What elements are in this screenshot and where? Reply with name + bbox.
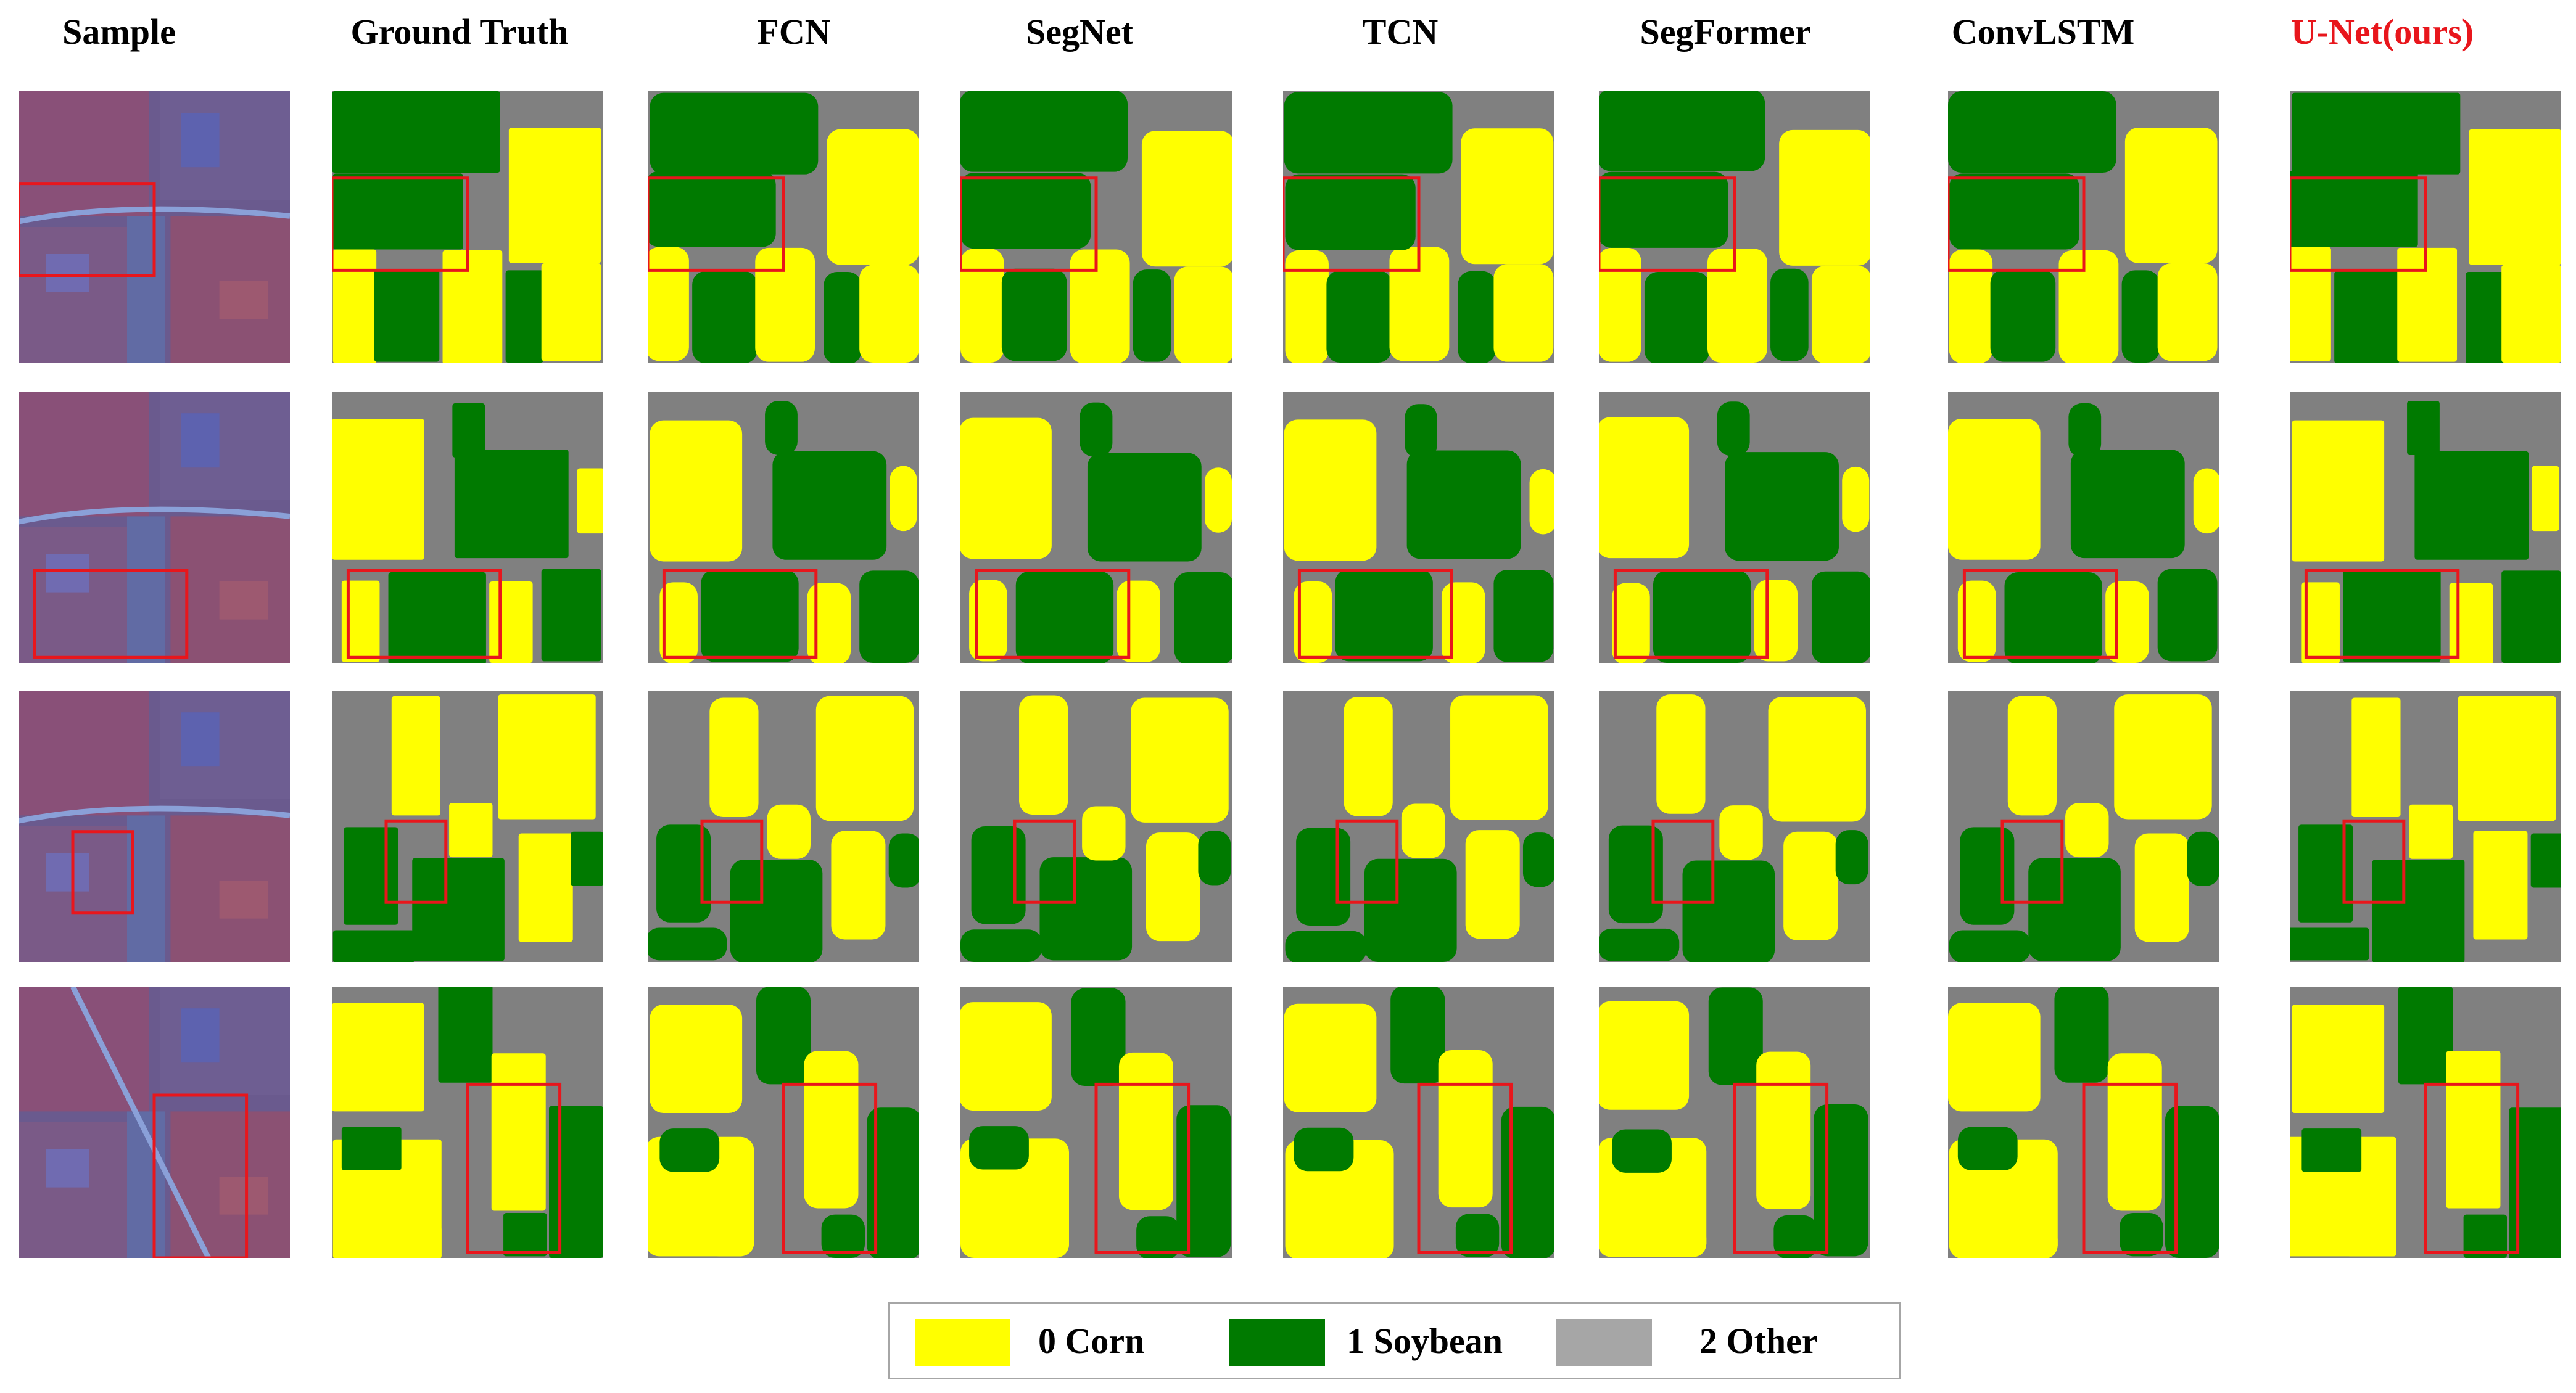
legend: 0 Corn 1 Soybean 2 Other	[888, 1302, 1901, 1379]
segmentation-map-segformer-row4	[1599, 987, 1870, 1258]
segmentation-map-segnet-row2	[960, 392, 1232, 663]
column-header-segformer: SegFormer	[1640, 12, 1811, 52]
segmentation-map-gt-row4	[332, 987, 603, 1258]
segmentation-map-unet-row1	[2290, 91, 2561, 363]
column-header-fcn: FCN	[757, 12, 831, 52]
segmentation-map-convlstm-row1	[1948, 91, 2219, 363]
segmentation-map-tcn-row2	[1283, 392, 1554, 663]
segmentation-map-fcn-row2	[648, 392, 919, 663]
segmentation-map-unet-row4	[2290, 987, 2561, 1258]
segmentation-map-fcn-row3	[648, 691, 919, 962]
segmentation-map-unet-row3	[2290, 691, 2561, 962]
segmentation-map-tcn-row3	[1283, 691, 1554, 962]
column-header-segnet: SegNet	[1026, 12, 1133, 52]
column-header-ground-truth: Ground Truth	[350, 12, 569, 52]
segmentation-map-gt-row1	[332, 91, 603, 363]
segmentation-map-tcn-row4	[1283, 987, 1554, 1258]
legend-swatch-corn	[915, 1319, 1010, 1366]
segmentation-map-segformer-row1	[1599, 91, 1870, 363]
segmentation-map-segnet-row4	[960, 987, 1232, 1258]
column-header-sample: Sample	[62, 12, 176, 52]
legend-label-corn: 0 Corn	[1038, 1321, 1145, 1361]
column-header-unet-ours: U-Net(ours)	[2290, 12, 2474, 52]
legend-label-other: 2 Other	[1699, 1321, 1818, 1361]
segmentation-map-convlstm-row3	[1948, 691, 2219, 962]
legend-label-soybean: 1 Soybean	[1347, 1321, 1503, 1361]
satellite-sample-row1	[19, 91, 290, 363]
segmentation-map-unet-row2	[2290, 392, 2561, 663]
legend-swatch-other	[1556, 1319, 1652, 1366]
segmentation-map-tcn-row1	[1283, 91, 1554, 363]
segmentation-map-segformer-row3	[1599, 691, 1870, 962]
segmentation-map-convlstm-row2	[1948, 392, 2219, 663]
segmentation-map-gt-row3	[332, 691, 603, 962]
segmentation-map-fcn-row4	[648, 987, 919, 1258]
legend-swatch-soybean	[1229, 1319, 1325, 1366]
segmentation-map-convlstm-row4	[1948, 987, 2219, 1258]
column-header-convlstm: ConvLSTM	[1951, 12, 2135, 52]
segmentation-map-segnet-row3	[960, 691, 1232, 962]
satellite-sample-row3	[19, 691, 290, 962]
segmentation-map-segformer-row2	[1599, 392, 1870, 663]
segmentation-map-segnet-row1	[960, 91, 1232, 363]
satellite-sample-row4	[19, 987, 290, 1258]
satellite-sample-row2	[19, 392, 290, 663]
column-header-tcn: TCN	[1362, 12, 1439, 52]
segmentation-map-fcn-row1	[648, 91, 919, 363]
segmentation-map-gt-row2	[332, 392, 603, 663]
